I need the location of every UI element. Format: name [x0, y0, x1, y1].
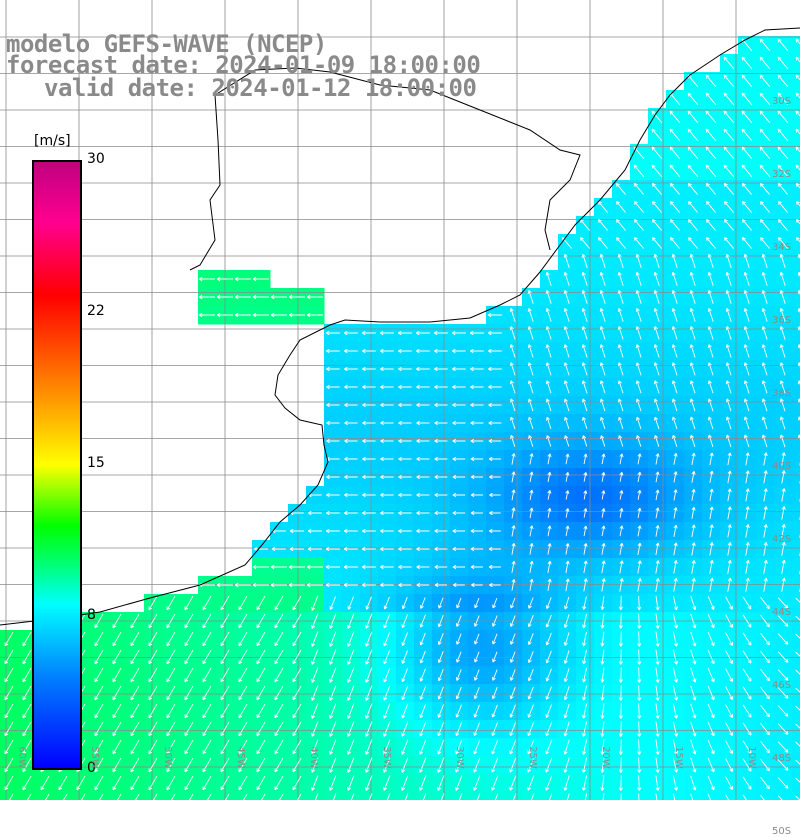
colorbar-tick-30: 30 [87, 151, 105, 167]
wind-speed-cell [396, 792, 415, 800]
wind-speed-cell [792, 486, 800, 505]
wind-speed-cell [792, 90, 800, 109]
wind-speed-cell [792, 738, 800, 757]
wind-speed-cell [378, 792, 397, 800]
wind-speed-cell [702, 792, 721, 800]
latitude-label: 30S [772, 96, 791, 107]
wind-speed-cell [90, 792, 109, 800]
latitude-label: 44S [772, 607, 791, 618]
longitude-label: 45W [235, 746, 246, 769]
latitude-label: 42S [772, 534, 791, 545]
latitude-label: 34S [772, 242, 791, 253]
wind-speed-cell [36, 792, 55, 800]
wind-speed-cell [792, 162, 800, 181]
wind-speed-cell [792, 774, 800, 793]
wind-speed-cell [306, 792, 325, 800]
wind-speed-cell [108, 792, 127, 800]
wind-speed-cell [792, 216, 800, 235]
wind-speed-cell [792, 126, 800, 145]
wind-speed-cell [792, 666, 800, 685]
wind-speed-cell [792, 234, 800, 253]
wind-speed-cell [792, 756, 800, 775]
longitude-label: 10W [746, 746, 757, 769]
wind-speed-cell [684, 792, 703, 800]
wind-speed-cell [738, 792, 757, 800]
latitude-label: 38S [772, 388, 791, 399]
wind-speed-cell [792, 36, 800, 55]
wind-speed-cell [54, 792, 73, 800]
colorbar-unit: [m/s] [34, 133, 71, 149]
wind-speed-cell [162, 792, 181, 800]
wind-speed-cell [648, 792, 667, 800]
wind-speed-cell [774, 792, 793, 800]
longitude-label: 30W [454, 746, 465, 769]
wind-speed-cell [324, 792, 343, 800]
latitude-label: 32S [772, 169, 791, 180]
wind-speed-cell [234, 792, 253, 800]
colorbar-tick-8: 8 [87, 607, 96, 623]
wind-speed-cell [360, 792, 379, 800]
wind-speed-cell [792, 468, 800, 487]
wind-speed-cell [792, 630, 800, 649]
colorbar-tick-15: 15 [87, 455, 105, 471]
wind-speed-cell [468, 792, 487, 800]
wind-speed-cell [270, 792, 289, 800]
wind-speed-cell [342, 792, 361, 800]
wind-speed-cell [504, 792, 523, 800]
longitude-label: 40W [308, 746, 319, 769]
longitude-label: 35W [381, 746, 392, 769]
wind-speed-cell [792, 198, 800, 217]
wind-speed-cell [792, 450, 800, 469]
longitude-label: 25W [527, 746, 538, 769]
wind-speed-cell [252, 792, 271, 800]
wind-speed-cell [0, 792, 19, 800]
wind-speed-cell [540, 792, 559, 800]
wind-speed-cell [792, 684, 800, 703]
wind-speed-cell [792, 540, 800, 559]
latitude-label: 50S [772, 826, 791, 837]
latitude-label: 40S [772, 461, 791, 472]
wind-map [0, 0, 800, 800]
longitude-label: 20W [600, 746, 611, 769]
wind-speed-cell [432, 792, 451, 800]
wind-speed-cell [792, 108, 800, 127]
wind-speed-cell [792, 522, 800, 541]
ocean-wind-field [0, 36, 800, 800]
wind-speed-cell [756, 792, 775, 800]
wind-speed-cell [198, 792, 217, 800]
wind-speed-cell [288, 792, 307, 800]
wind-speed-cell [450, 792, 469, 800]
wind-speed-cell [126, 792, 145, 800]
wind-speed-cell [522, 792, 541, 800]
wind-speed-cell [792, 594, 800, 613]
latitude-label: 46S [772, 680, 791, 691]
longitude-label: 15W [673, 746, 684, 769]
valid-date: valid date: 2024-01-12 18:00:00 [44, 76, 476, 100]
wind-speed-cell [18, 792, 37, 800]
longitude-label: 55W [89, 746, 100, 769]
wind-speed-cell [792, 720, 800, 739]
wind-speed-cell [792, 72, 800, 91]
wind-speed-cell [144, 792, 163, 800]
wind-speed-cell [486, 792, 505, 800]
longitude-label: 60W [16, 746, 27, 769]
longitude-label: 50W [162, 746, 173, 769]
wind-speed-cell [792, 702, 800, 721]
wind-speed-cell [72, 792, 91, 800]
wind-speed-cell [666, 792, 685, 800]
wind-speed-cell [792, 576, 800, 595]
wind-speed-cell [180, 792, 199, 800]
wind-speed-cell [414, 792, 433, 800]
colorbar-tick-22: 22 [87, 303, 105, 319]
wind-speed-cell [792, 54, 800, 73]
wind-speed-cell [792, 504, 800, 523]
colorbar-gradient [32, 160, 82, 770]
latitude-label: 48S [772, 753, 791, 764]
wind-speed-cell [792, 558, 800, 577]
latitude-label: 36S [772, 315, 791, 326]
